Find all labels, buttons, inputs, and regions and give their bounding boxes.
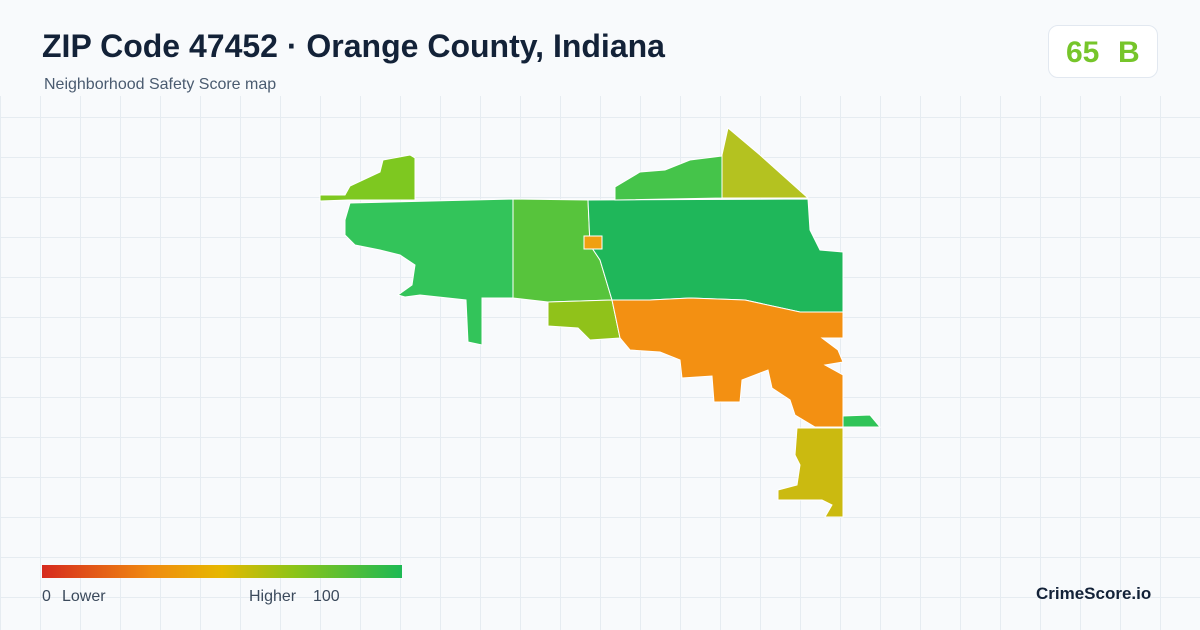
legend-max-label: Higher [249, 588, 297, 605]
region [611, 297, 844, 428]
region [319, 154, 416, 202]
region [587, 198, 844, 313]
header [0, 0, 1200, 96]
brand: CrimeScore.io [1036, 584, 1152, 603]
legend-bar [42, 565, 402, 578]
title: ZIP Code 47452 · Orange County, Indiana [42, 28, 665, 64]
legend-min-label: Lower [62, 588, 106, 605]
region [614, 155, 723, 201]
legend-max: 100 [313, 588, 340, 605]
region [842, 414, 882, 428]
score-grade: B [1118, 36, 1140, 69]
region [344, 198, 514, 346]
region [547, 299, 621, 341]
region [583, 235, 603, 250]
legend-min: 0 [42, 588, 51, 605]
region [777, 427, 844, 518]
region [721, 127, 810, 199]
score-badge: 65 B [1048, 25, 1158, 78]
subtitle: Neighborhood Safety Score map [44, 76, 277, 93]
score-value: 65 [1066, 36, 1100, 69]
